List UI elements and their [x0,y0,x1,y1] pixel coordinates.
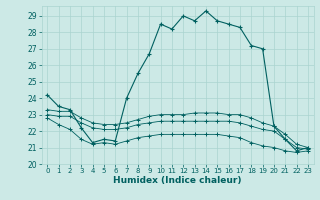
X-axis label: Humidex (Indice chaleur): Humidex (Indice chaleur) [113,176,242,185]
